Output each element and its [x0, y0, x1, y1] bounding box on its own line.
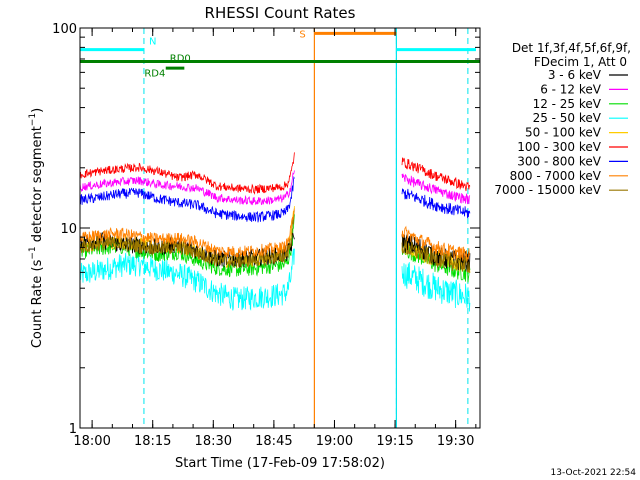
series-line-post	[401, 262, 471, 312]
series-line-post	[401, 173, 471, 205]
legend-label: 7000 - 15000 keV	[494, 183, 601, 197]
y-tick-label: 10	[60, 222, 77, 237]
x-tick-label: 19:00	[316, 434, 353, 449]
x-tick-label: 18:15	[134, 434, 171, 449]
x-tick-label: 18:45	[255, 434, 292, 449]
series-line-post	[401, 157, 471, 192]
legend-header-2: FDecim 1, Att 0	[534, 55, 627, 69]
series-layer	[79, 152, 471, 312]
legend-header-1: Det 1f,3f,4f,5f,6f,9f,	[512, 41, 631, 55]
x-axis-label: Start Time (17-Feb-09 17:58:02)	[175, 456, 385, 471]
series-line-pre	[79, 208, 295, 258]
y-tick-label: 1	[69, 422, 77, 437]
x-tick-label: 18:00	[73, 434, 110, 449]
timestamp: 13-Oct-2021 22:54	[551, 468, 637, 478]
x-tick-label: 18:30	[195, 434, 232, 449]
y-axis-label-sup1: −1	[28, 246, 38, 259]
y-axis-label: Count Rate (s−1 detector segment−1)	[28, 108, 45, 348]
legend-label: 300 - 800 keV	[517, 154, 601, 168]
chart-title: RHESSI Count Rates	[205, 4, 356, 22]
x-axis-ticks: 18:00 18:15 18:30 18:45 19:00 19:15 19:30	[73, 28, 477, 449]
series-line-pre	[79, 152, 295, 195]
y-axis-label-end: )	[30, 108, 45, 113]
rd-label: RD4	[144, 68, 165, 79]
series-line-pre	[79, 210, 295, 268]
legend-label: 3 - 6 keV	[548, 68, 602, 82]
y-axis-label-main: Count Rate (s	[30, 259, 45, 348]
rd-label: RD0	[170, 54, 191, 65]
legend-label: 12 - 25 keV	[533, 97, 602, 111]
annotations-front: N S RD4 RD0	[80, 29, 480, 79]
y-axis-label-sup2: −1	[28, 113, 38, 126]
series-line-pre	[79, 175, 295, 223]
x-tick-label: 19:15	[376, 434, 413, 449]
legend-label: 800 - 7000 keV	[510, 169, 602, 183]
y-axis-ticks: 1 10 100	[52, 22, 480, 437]
series-line-post	[401, 239, 471, 273]
legend-label: 6 - 12 keV	[540, 82, 602, 96]
y-axis-label-mid: detector segment	[30, 126, 45, 246]
series-line-pre	[79, 248, 295, 311]
series-line-pre	[79, 170, 295, 206]
legend: Det 1f,3f,4f,5f,6f,9f, FDecim 1, Att 0 3…	[494, 41, 631, 197]
y-tick-label: 100	[52, 22, 77, 37]
night-label: N	[149, 37, 156, 48]
series-line-post	[401, 225, 471, 262]
legend-label: 50 - 100 keV	[525, 126, 602, 140]
x-tick-label: 19:30	[437, 434, 474, 449]
legend-label: 25 - 50 keV	[533, 111, 602, 125]
saa-label: S	[299, 29, 305, 40]
series-line-post	[401, 188, 471, 219]
legend-label: 100 - 300 keV	[517, 140, 601, 154]
